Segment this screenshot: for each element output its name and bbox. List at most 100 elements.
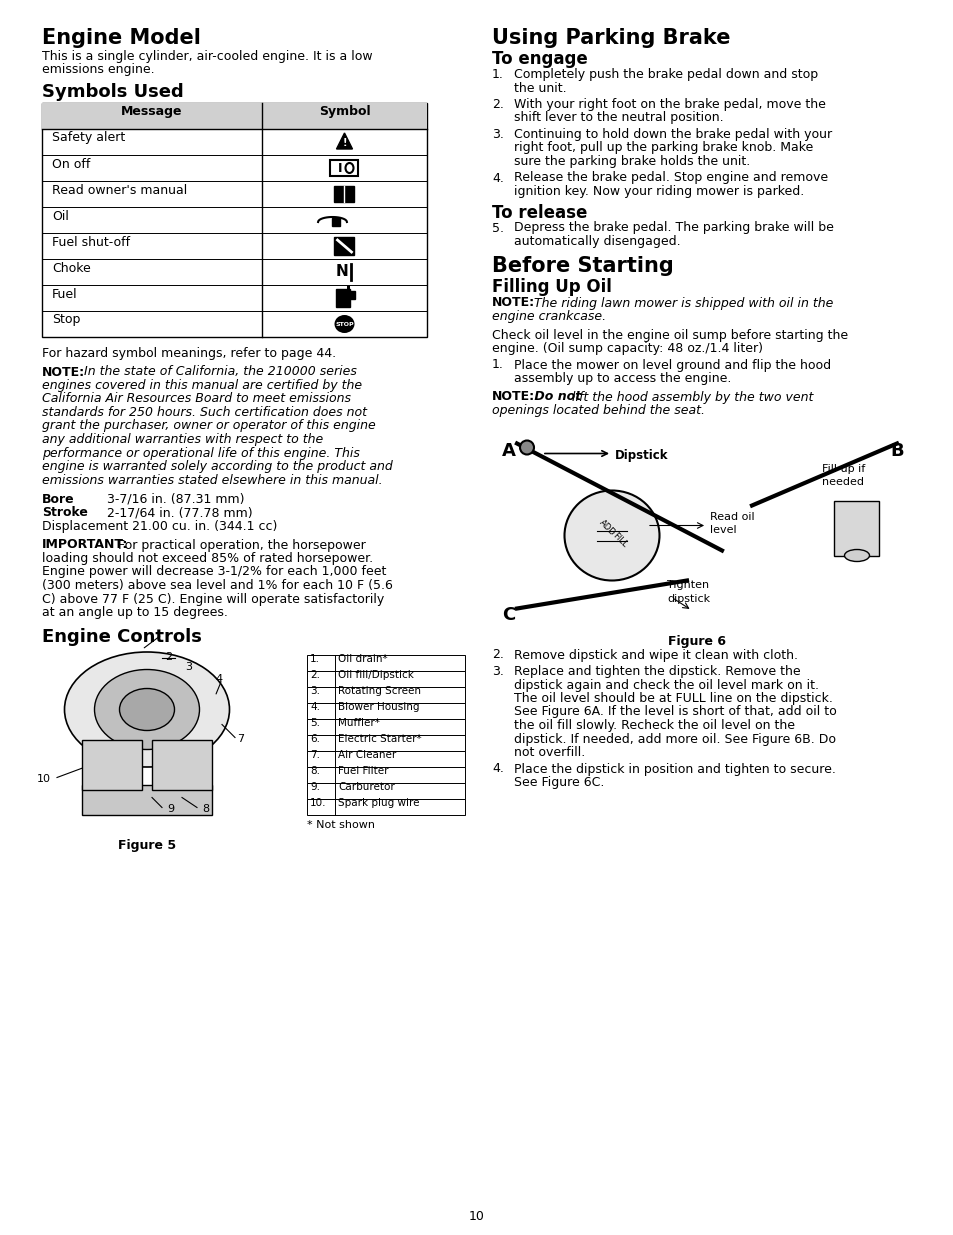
Bar (333, 219, 340, 226)
Bar (330, 161, 358, 177)
Text: 2.: 2. (492, 648, 503, 662)
Text: A: A (501, 441, 516, 459)
Text: 1.: 1. (492, 68, 503, 82)
Text: Stop: Stop (52, 314, 80, 326)
Text: Read owner's manual: Read owner's manual (52, 184, 187, 196)
Text: 2: 2 (165, 652, 172, 662)
Text: NOTE:: NOTE: (492, 296, 535, 310)
Text: Using Parking Brake: Using Parking Brake (492, 28, 730, 48)
Text: level: level (709, 525, 736, 535)
Text: ignition key. Now your riding mower is parked.: ignition key. Now your riding mower is p… (514, 185, 803, 198)
Text: * Not shown: * Not shown (307, 820, 375, 830)
Text: automatically disengaged.: automatically disengaged. (514, 235, 679, 248)
Text: STOP: STOP (335, 321, 354, 326)
Text: Check oil level in the engine oil sump before starting the: Check oil level in the engine oil sump b… (492, 329, 847, 342)
Text: Engine power will decrease 3-1/2% for each 1,000 feet: Engine power will decrease 3-1/2% for ea… (42, 566, 386, 578)
Text: at an angle up to 15 degrees.: at an angle up to 15 degrees. (42, 606, 228, 619)
Text: dipstick: dipstick (666, 594, 709, 604)
Ellipse shape (94, 669, 199, 750)
Text: engine. (Oil sump capacity: 48 oz./1.4 liter): engine. (Oil sump capacity: 48 oz./1.4 l… (492, 342, 762, 354)
Text: engine crankcase.: engine crankcase. (492, 310, 605, 324)
Text: Replace and tighten the dipstick. Remove the: Replace and tighten the dipstick. Remove… (514, 664, 800, 678)
Bar (42, 103, 427, 337)
Text: Displacement 21.00 cu. in. (344.1 cc): Displacement 21.00 cu. in. (344.1 cc) (42, 520, 277, 534)
Text: openings located behind the seat.: openings located behind the seat. (492, 404, 704, 417)
Bar (307, 767, 464, 783)
Text: Fuel: Fuel (52, 288, 77, 300)
Ellipse shape (335, 315, 355, 333)
Bar (82, 740, 142, 789)
Text: Continuing to hold down the brake pedal with your: Continuing to hold down the brake pedal … (514, 128, 831, 141)
Text: Fuel Filter: Fuel Filter (337, 766, 388, 776)
Text: engines covered in this manual are certified by the: engines covered in this manual are certi… (42, 379, 362, 391)
Text: 1.: 1. (310, 655, 319, 664)
Text: performance or operational life of this engine. This: performance or operational life of this … (42, 447, 359, 459)
Text: B: B (889, 441, 902, 459)
Text: the unit.: the unit. (514, 82, 566, 95)
Text: See Figure 6C.: See Figure 6C. (514, 776, 604, 789)
Text: 10: 10 (37, 774, 51, 784)
Text: In the state of California, the 210000 series: In the state of California, the 210000 s… (80, 366, 356, 378)
Text: right foot, pull up the parking brake knob. Make: right foot, pull up the parking brake kn… (514, 142, 812, 154)
Bar (82, 784, 212, 815)
Text: N: N (335, 264, 349, 279)
Text: emissions warranties stated elsewhere in this manual.: emissions warranties stated elsewhere in… (42, 473, 382, 487)
Bar (307, 655, 464, 671)
Text: 2.: 2. (310, 671, 319, 680)
Text: Remove dipstick and wipe it clean with cloth.: Remove dipstick and wipe it clean with c… (514, 648, 797, 662)
Text: ADD: ADD (597, 517, 617, 537)
Text: (300 meters) above sea level and 1% for each 10 F (5.6: (300 meters) above sea level and 1% for … (42, 579, 393, 592)
Text: On off: On off (52, 158, 91, 170)
Text: Electric Starter*: Electric Starter* (337, 734, 421, 743)
Text: Dipstick: Dipstick (615, 450, 668, 462)
Text: 7.: 7. (310, 750, 319, 760)
Text: 5.: 5. (492, 221, 503, 235)
Text: To release: To release (492, 204, 587, 221)
Text: For practical operation, the horsepower: For practical operation, the horsepower (113, 538, 365, 552)
Text: Air Cleaner: Air Cleaner (337, 750, 395, 760)
Text: dipstick again and check the oil level mark on it.: dipstick again and check the oil level m… (514, 678, 818, 692)
Text: Tighten: Tighten (666, 580, 708, 590)
Text: 3.: 3. (310, 685, 319, 697)
Text: 1.: 1. (492, 358, 503, 372)
Polygon shape (336, 133, 352, 149)
Text: The riding lawn mower is shipped with oil in the: The riding lawn mower is shipped with oi… (530, 296, 833, 310)
Text: Carburetor: Carburetor (337, 782, 395, 792)
Text: Read oil: Read oil (709, 511, 754, 521)
Text: FILL: FILL (610, 531, 628, 550)
Text: shift lever to the neutral position.: shift lever to the neutral position. (514, 111, 723, 125)
Text: 3.: 3. (492, 664, 503, 678)
Text: C) above 77 F (25 C). Engine will operate satisfactorily: C) above 77 F (25 C). Engine will operat… (42, 593, 384, 605)
Ellipse shape (843, 550, 868, 562)
Bar (307, 783, 464, 799)
Text: Oil: Oil (52, 210, 69, 222)
Text: Figure 5: Figure 5 (118, 840, 176, 852)
Bar (307, 687, 464, 703)
Text: Do not: Do not (530, 390, 580, 404)
Text: 2-17/64 in. (77.78 mm): 2-17/64 in. (77.78 mm) (107, 506, 253, 520)
Text: To engage: To engage (492, 49, 587, 68)
Text: Spark plug wire: Spark plug wire (337, 798, 419, 808)
Text: Fill up if: Fill up if (821, 463, 864, 473)
Text: 10.: 10. (310, 798, 326, 808)
Text: Symbol: Symbol (318, 105, 370, 119)
Text: 4.: 4. (310, 701, 319, 713)
Text: 6.: 6. (310, 734, 319, 743)
Text: Completely push the brake pedal down and stop: Completely push the brake pedal down and… (514, 68, 818, 82)
Bar (307, 751, 464, 767)
Text: Symbols Used: Symbols Used (42, 83, 184, 101)
Text: 8: 8 (202, 804, 209, 815)
Ellipse shape (345, 163, 354, 173)
Text: Blower Housing: Blower Housing (337, 701, 419, 713)
Bar (335, 186, 355, 203)
Text: Bore: Bore (42, 493, 74, 506)
Text: 9.: 9. (310, 782, 319, 792)
Text: I: I (338, 162, 342, 174)
Text: standards for 250 hours. Such certification does not: standards for 250 hours. Such certificat… (42, 406, 367, 419)
Text: Muffler*: Muffler* (337, 718, 379, 727)
Text: Place the dipstick in position and tighten to secure.: Place the dipstick in position and tight… (514, 762, 835, 776)
Bar (336, 289, 350, 308)
Text: not overfill.: not overfill. (514, 746, 584, 760)
Text: For hazard symbol meanings, refer to page 44.: For hazard symbol meanings, refer to pag… (42, 347, 335, 359)
Text: With your right foot on the brake pedal, move the: With your right foot on the brake pedal,… (514, 98, 825, 111)
